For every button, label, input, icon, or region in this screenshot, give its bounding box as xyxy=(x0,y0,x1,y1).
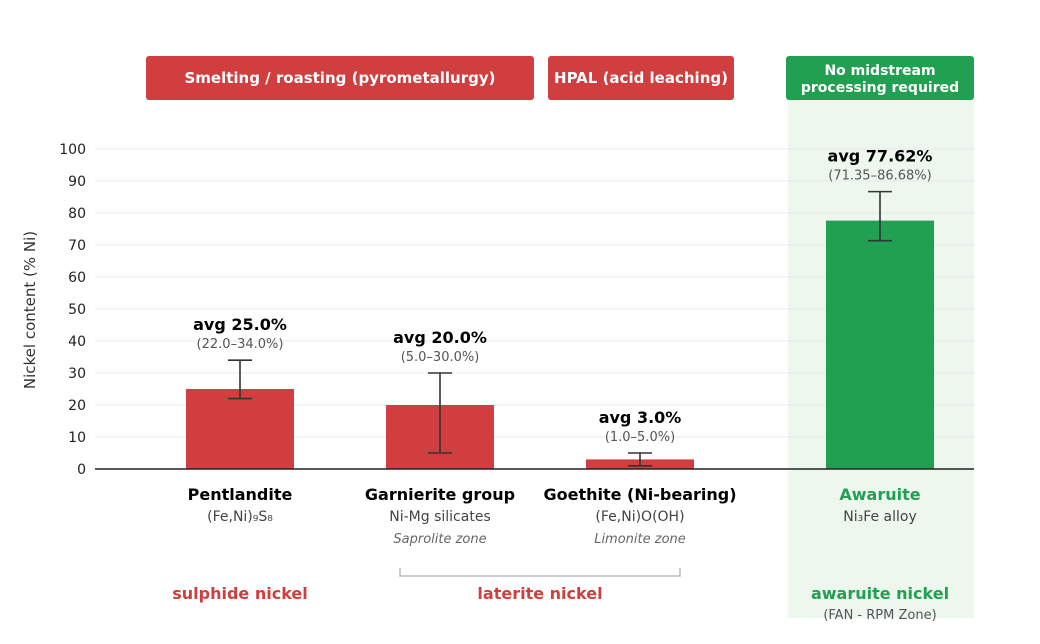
category-name: Garnierite group xyxy=(365,485,515,504)
y-tick-label: 20 xyxy=(68,398,86,414)
y-tick-label: 50 xyxy=(68,302,86,318)
y-tick-label: 80 xyxy=(68,206,86,222)
category-formula: (Fe,Ni)O(OH) xyxy=(595,509,684,525)
group-sublabel: (FAN - RPM Zone) xyxy=(823,608,936,623)
y-tick-label: 0 xyxy=(77,462,86,478)
y-tick-label: 100 xyxy=(59,142,86,158)
group-label: laterite nickel xyxy=(477,584,602,603)
process-band-label: Smelting / roasting (pyrometallurgy) xyxy=(184,69,495,87)
group-label: awaruite nickel xyxy=(811,584,949,603)
range-label: (22.0–34.0%) xyxy=(197,337,284,352)
y-tick-label: 30 xyxy=(68,366,86,382)
y-tick-label: 10 xyxy=(68,430,86,446)
avg-label: avg 3.0% xyxy=(599,408,682,427)
avg-label: avg 20.0% xyxy=(393,328,487,347)
category-formula: Ni₃Fe alloy xyxy=(843,509,917,525)
process-band-0 xyxy=(146,56,534,100)
laterite-bracket xyxy=(399,568,681,577)
process-band-1 xyxy=(548,56,734,100)
category-name: Pentlandite xyxy=(188,485,293,504)
process-band-label: No midstream xyxy=(824,63,935,79)
category-name: Goethite (Ni-bearing) xyxy=(543,485,736,504)
avg-label: avg 25.0% xyxy=(193,315,287,334)
avg-label: avg 77.62% xyxy=(828,147,933,166)
y-tick-label: 60 xyxy=(68,270,86,286)
category-name: Awaruite xyxy=(839,485,920,504)
range-label: (1.0–5.0%) xyxy=(605,430,675,445)
bar xyxy=(826,220,934,469)
y-axis-label: Nickel content (% Ni) xyxy=(21,231,39,389)
range-label: (71.35–86.68%) xyxy=(828,169,931,184)
category-formula: (Fe,Ni)₉S₈ xyxy=(207,509,273,525)
y-tick-label: 90 xyxy=(68,174,86,190)
process-band-label: HPAL (acid leaching) xyxy=(554,69,728,87)
range-label: (5.0–30.0%) xyxy=(401,350,480,365)
bar xyxy=(186,389,294,469)
process-band-2 xyxy=(786,56,974,100)
category-zone: Limonite zone xyxy=(594,532,686,547)
y-tick-label: 70 xyxy=(68,238,86,254)
category-formula: Ni-Mg silicates xyxy=(389,509,490,525)
category-zone: Saprolite zone xyxy=(393,532,486,547)
y-tick-label: 40 xyxy=(68,334,86,350)
process-band-label: processing required xyxy=(801,80,959,96)
group-label: sulphide nickel xyxy=(172,584,308,603)
